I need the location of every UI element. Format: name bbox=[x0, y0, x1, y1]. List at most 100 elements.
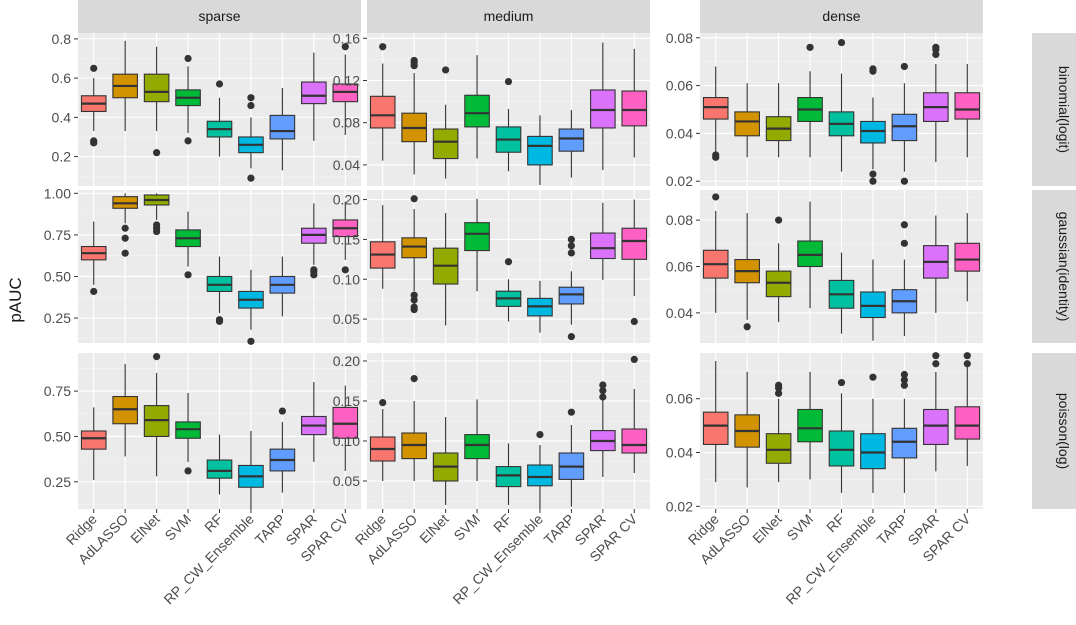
panels-group: sparse medium dense binomial(logit) gaussian… bbox=[44, 0, 1076, 607]
box-ridge bbox=[80, 221, 107, 296]
outlier-point bbox=[379, 399, 387, 407]
outlier-point bbox=[121, 234, 129, 242]
box-spar-cv bbox=[332, 201, 359, 274]
iqr-box bbox=[527, 464, 553, 487]
box-elnet bbox=[432, 417, 459, 505]
box-ridge bbox=[369, 205, 396, 289]
outlier-point bbox=[90, 64, 98, 72]
y-tick-label: 0.04 bbox=[666, 305, 693, 321]
box-tarp bbox=[891, 221, 918, 337]
outlier-point bbox=[184, 467, 192, 475]
box-spar bbox=[590, 381, 616, 477]
iqr-box bbox=[464, 94, 490, 128]
y-tick-label: 0.75 bbox=[44, 383, 71, 399]
outlier-point bbox=[567, 235, 575, 244]
y-tick-label: 0.8 bbox=[52, 31, 72, 47]
box-tarp bbox=[269, 256, 296, 317]
box-adlasso bbox=[734, 213, 760, 331]
box-rf bbox=[495, 443, 522, 505]
box-tarp bbox=[558, 408, 585, 507]
iqr-box bbox=[432, 128, 459, 160]
outlier-point bbox=[442, 66, 450, 74]
outlier-point bbox=[806, 43, 814, 51]
x-tick-label: ElNet bbox=[749, 511, 785, 547]
x-tick-label: TARP bbox=[541, 511, 578, 548]
outlier-point bbox=[153, 353, 161, 361]
iqr-box bbox=[301, 81, 327, 105]
box-tarp bbox=[558, 110, 585, 178]
outlier-point bbox=[900, 62, 908, 71]
row-strip-label-gaussian-identity: gaussian(identity) bbox=[1056, 212, 1072, 322]
iqr-box bbox=[621, 227, 648, 260]
outlier-point bbox=[712, 193, 720, 201]
box-spar bbox=[923, 215, 949, 313]
panel-gaussian-medium: 0.05 0.10 0.15 0.20 bbox=[333, 190, 650, 343]
box-elnet bbox=[765, 381, 792, 483]
box-spar bbox=[301, 203, 327, 279]
outlier-point bbox=[153, 149, 161, 157]
outlier-point bbox=[775, 216, 783, 224]
outlier-point bbox=[153, 227, 161, 236]
y-tick-label: 1.00 bbox=[44, 185, 71, 201]
col-strip-label-dense: dense bbox=[822, 8, 860, 24]
y-tick-label: 0.75 bbox=[44, 227, 71, 243]
outlier-point bbox=[599, 381, 607, 389]
outlier-point bbox=[869, 373, 877, 381]
iqr-box bbox=[464, 222, 490, 252]
y-tick-label: 0.04 bbox=[666, 125, 693, 141]
outlier-point bbox=[869, 177, 877, 185]
outlier-point bbox=[121, 224, 129, 232]
box-rp-cw-ensemble bbox=[860, 373, 886, 493]
outlier-point bbox=[630, 355, 638, 363]
x-tick-label: ElNet bbox=[127, 511, 163, 547]
box-spar-cv bbox=[954, 352, 981, 466]
outlier-point bbox=[869, 67, 877, 75]
outlier-point bbox=[341, 266, 349, 274]
box-rp-cw-ensemble bbox=[238, 269, 264, 345]
iqr-box bbox=[464, 434, 490, 460]
y-tick-label: 0.16 bbox=[333, 30, 360, 46]
outlier-point bbox=[900, 381, 908, 389]
box-tarp bbox=[558, 235, 585, 341]
y-tick-label: 0.08 bbox=[666, 30, 693, 46]
box-spar-cv bbox=[954, 64, 981, 158]
iqr-box bbox=[954, 242, 981, 272]
outlier-point bbox=[900, 376, 908, 384]
box-spar-cv bbox=[332, 385, 359, 471]
outlier-point bbox=[278, 407, 286, 415]
iqr-box bbox=[954, 92, 981, 120]
y-tick-label: 0.15 bbox=[333, 231, 360, 247]
box-spar-cv bbox=[621, 48, 648, 158]
box-svm bbox=[464, 198, 490, 292]
iqr-box bbox=[797, 408, 823, 443]
y-tick-label: 0.20 bbox=[333, 192, 360, 208]
panel-binomial-dense: 0.02 0.04 0.06 0.08 bbox=[666, 30, 983, 189]
outlier-point bbox=[963, 352, 971, 360]
x-tick-label: TARP bbox=[874, 511, 911, 548]
box-rp-cw-ensemble bbox=[238, 94, 264, 182]
outlier-point bbox=[900, 239, 908, 247]
iqr-box bbox=[828, 430, 855, 467]
box-rf bbox=[828, 378, 855, 493]
box-rf bbox=[828, 38, 855, 172]
iqr-box bbox=[954, 406, 981, 440]
iqr-box bbox=[797, 240, 823, 268]
box-rf bbox=[828, 252, 855, 334]
y-tick-label: 0.04 bbox=[333, 157, 360, 173]
box-svm bbox=[464, 399, 490, 481]
box-spar bbox=[590, 202, 616, 281]
outlier-point bbox=[869, 170, 877, 178]
box-spar bbox=[301, 52, 327, 141]
iqr-box bbox=[206, 459, 233, 479]
outlier-point bbox=[932, 50, 940, 59]
outlier-point bbox=[963, 360, 971, 368]
outlier-point bbox=[775, 384, 783, 392]
box-spar-cv bbox=[954, 213, 981, 302]
iqr-box bbox=[269, 114, 296, 140]
box-rf bbox=[495, 77, 522, 172]
box-rp-cw-ensemble bbox=[527, 431, 553, 509]
box-tarp bbox=[269, 87, 296, 171]
